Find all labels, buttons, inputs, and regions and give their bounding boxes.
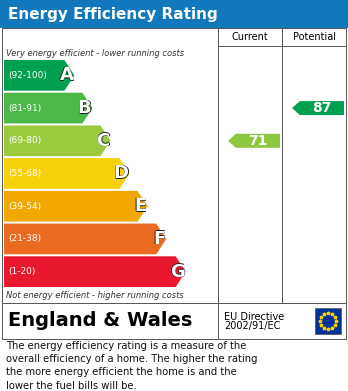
Polygon shape bbox=[292, 101, 344, 115]
Text: F: F bbox=[152, 230, 165, 248]
Text: C: C bbox=[97, 132, 110, 150]
Text: A: A bbox=[60, 66, 73, 84]
Text: 71: 71 bbox=[248, 134, 268, 148]
Text: G: G bbox=[170, 263, 185, 281]
Bar bbox=[2, 303, 346, 339]
Text: (69-80): (69-80) bbox=[8, 136, 41, 145]
Text: E: E bbox=[134, 197, 147, 215]
Bar bbox=[315, 308, 341, 334]
Text: E: E bbox=[134, 197, 146, 215]
Text: D: D bbox=[113, 165, 128, 183]
Text: F: F bbox=[153, 230, 165, 248]
Text: A: A bbox=[60, 66, 73, 84]
Text: (39-54): (39-54) bbox=[8, 202, 41, 211]
Bar bbox=[2, 28, 346, 303]
Text: A: A bbox=[60, 66, 74, 84]
Text: D: D bbox=[113, 165, 128, 183]
Text: E: E bbox=[134, 197, 147, 215]
Text: E: E bbox=[135, 197, 147, 215]
Text: D: D bbox=[113, 165, 128, 183]
Text: C: C bbox=[96, 132, 110, 150]
Text: Energy Efficiency Rating: Energy Efficiency Rating bbox=[8, 7, 218, 22]
Text: Not energy efficient - higher running costs: Not energy efficient - higher running co… bbox=[6, 292, 184, 301]
Text: (1-20): (1-20) bbox=[8, 267, 35, 276]
Text: F: F bbox=[153, 230, 165, 248]
Text: D: D bbox=[113, 164, 128, 182]
Polygon shape bbox=[4, 158, 129, 189]
Text: B: B bbox=[78, 100, 92, 118]
Text: C: C bbox=[96, 132, 110, 150]
Polygon shape bbox=[4, 256, 186, 287]
Text: B: B bbox=[77, 99, 91, 117]
Text: Current: Current bbox=[232, 32, 268, 42]
Polygon shape bbox=[4, 191, 148, 222]
Polygon shape bbox=[4, 126, 110, 156]
Text: A: A bbox=[60, 67, 73, 85]
Text: Very energy efficient - lower running costs: Very energy efficient - lower running co… bbox=[6, 48, 184, 57]
Text: B: B bbox=[78, 99, 92, 117]
Text: G: G bbox=[169, 263, 184, 281]
Text: 87: 87 bbox=[312, 101, 332, 115]
Polygon shape bbox=[4, 224, 166, 254]
Text: Potential: Potential bbox=[293, 32, 335, 42]
Text: 2002/91/EC: 2002/91/EC bbox=[224, 321, 280, 331]
Text: A: A bbox=[59, 66, 73, 84]
Text: (92-100): (92-100) bbox=[8, 71, 47, 80]
Polygon shape bbox=[4, 60, 74, 91]
Bar bbox=[0, 0, 348, 28]
Text: (55-68): (55-68) bbox=[8, 169, 41, 178]
Text: EU Directive: EU Directive bbox=[224, 312, 284, 322]
Text: D: D bbox=[114, 165, 129, 183]
Text: G: G bbox=[170, 263, 185, 281]
Text: G: G bbox=[170, 262, 185, 280]
Text: E: E bbox=[134, 198, 147, 216]
Text: (21-38): (21-38) bbox=[8, 235, 41, 244]
Text: F: F bbox=[153, 230, 166, 248]
Text: C: C bbox=[96, 131, 110, 149]
Text: The energy efficiency rating is a measure of the
overall efficiency of a home. T: The energy efficiency rating is a measur… bbox=[6, 341, 258, 391]
Text: G: G bbox=[170, 263, 185, 281]
Text: B: B bbox=[78, 99, 92, 117]
Text: England & Wales: England & Wales bbox=[8, 312, 192, 330]
Text: C: C bbox=[96, 132, 109, 150]
Text: B: B bbox=[78, 99, 92, 117]
Polygon shape bbox=[228, 134, 280, 148]
Text: (81-91): (81-91) bbox=[8, 104, 41, 113]
Text: F: F bbox=[153, 230, 165, 248]
Polygon shape bbox=[4, 93, 93, 124]
